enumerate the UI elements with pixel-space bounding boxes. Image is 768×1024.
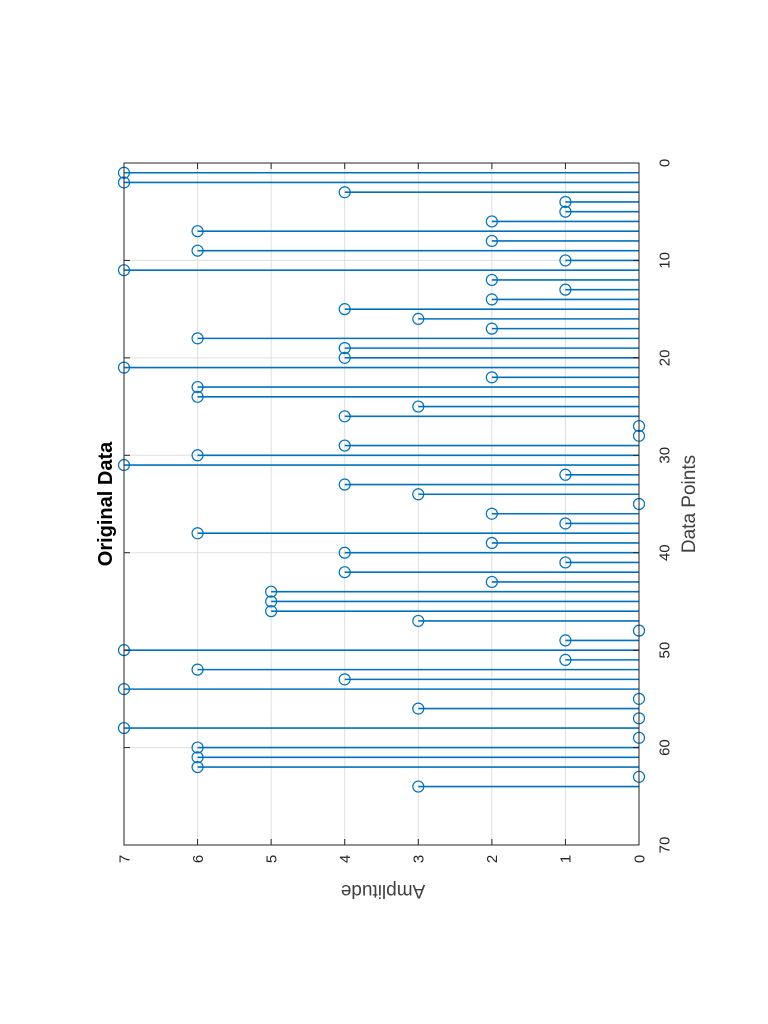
y-tick-label: 2: [484, 855, 501, 863]
stem-marker: [559, 556, 572, 569]
y-tick-label: 1: [558, 855, 575, 863]
stem-marker: [191, 751, 204, 764]
stem-marker: [265, 605, 278, 618]
y-tick-label: 4: [337, 855, 354, 863]
stem-marker: [485, 536, 498, 550]
stem-marker: [191, 244, 204, 257]
stem-marker: [485, 507, 498, 520]
stem-marker: [338, 673, 351, 686]
x-tick-label: 40: [656, 544, 673, 561]
stem-marker: [485, 293, 498, 306]
stem-marker: [338, 566, 351, 579]
x-tick-label: 20: [656, 350, 673, 367]
stem-marker: [559, 283, 572, 296]
stem-marker: [485, 234, 498, 248]
plot-area: [124, 163, 639, 845]
y-tick-label: 7: [116, 855, 133, 863]
stem-marker: [191, 760, 204, 774]
x-tick-label: 50: [656, 642, 673, 659]
y-tick-label: 3: [411, 855, 428, 863]
stem-marker: [412, 614, 425, 628]
stem-marker: [412, 488, 425, 501]
stem-marker: [338, 439, 351, 452]
stem-marker: [412, 702, 425, 715]
stem-marker: [265, 595, 278, 608]
y-tick-label: 0: [631, 855, 648, 863]
tick-labels: 0 10 20 30 40 50 60 70 0 1 2 3 4 5 6 7: [116, 159, 673, 863]
x-tick-label: 0: [656, 159, 673, 167]
y-axis-label: Amplitude: [341, 880, 426, 901]
stem-marker: [338, 303, 351, 316]
y-tick-label: 6: [190, 855, 207, 863]
stem-marker: [338, 546, 351, 559]
stem-marker: [412, 312, 425, 325]
stem-marker: [265, 585, 278, 598]
stem-marker: [191, 390, 204, 403]
stem-marker: [338, 478, 351, 491]
stem-marker: [559, 517, 572, 530]
stem-marker: [412, 400, 425, 413]
stem-marker: [338, 410, 351, 423]
stem-marker: [559, 195, 572, 209]
stem-marker: [191, 527, 204, 540]
stem-marker: [485, 215, 498, 228]
stem-marker: [485, 322, 498, 335]
y-tick-label: 5: [263, 855, 280, 863]
stem-marker: [191, 225, 204, 238]
stem-marker: [559, 254, 572, 267]
chart-title: Original Data: [95, 441, 117, 566]
plot-frame: [123, 162, 640, 846]
stem-marker: [559, 653, 572, 666]
x-axis-label: Data Points: [679, 455, 700, 553]
stem-marker: [338, 351, 351, 364]
x-tick-label: 60: [656, 739, 673, 756]
stem-marker: [191, 663, 204, 676]
stem-marker: [559, 468, 572, 481]
stem-marker: [485, 273, 498, 287]
stem-marker: [559, 205, 572, 218]
ticks: [123, 162, 640, 846]
stem-marker: [485, 575, 498, 589]
stem-marker: [338, 186, 351, 199]
x-tick-label: 70: [656, 837, 673, 854]
stem-marker: [191, 332, 204, 345]
stem-marker: [412, 780, 425, 793]
stem-marker: [191, 741, 204, 754]
stem-marker: [485, 371, 498, 384]
stem-marker: [559, 634, 572, 647]
x-tick-label: 10: [656, 252, 673, 269]
x-tick-label: 30: [656, 447, 673, 464]
stem-marker: [191, 380, 204, 394]
stem-marker: [338, 342, 351, 355]
stem-marker: [191, 449, 204, 462]
